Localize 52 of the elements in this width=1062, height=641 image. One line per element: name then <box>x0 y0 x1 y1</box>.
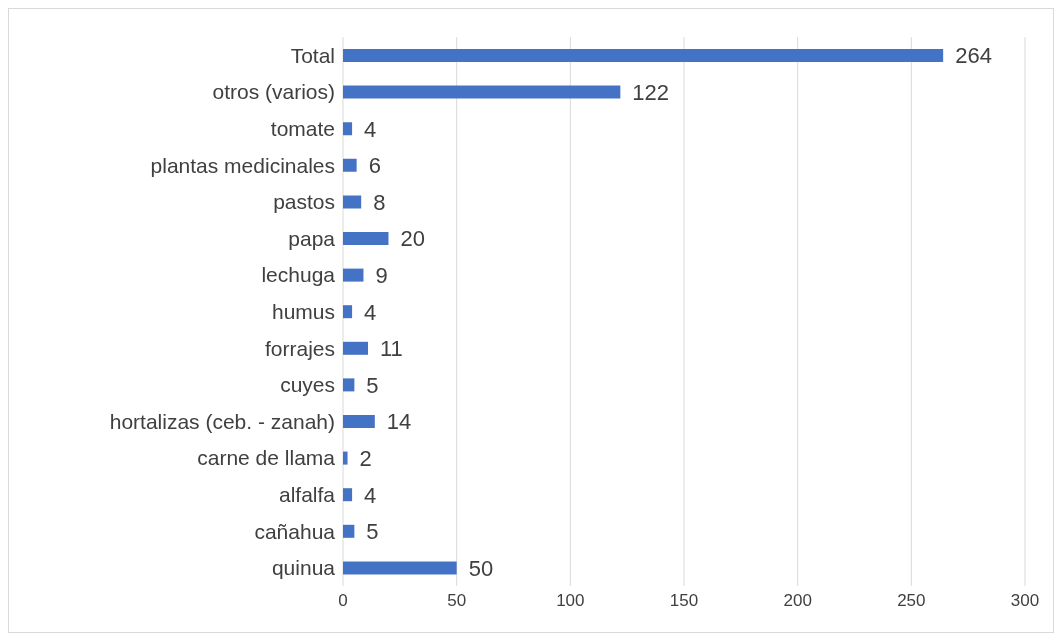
y-tick-label: carne de llama <box>197 446 336 470</box>
bar <box>343 158 357 172</box>
x-tick-label: 0 <box>338 591 348 611</box>
y-tick-label: cañahua <box>254 519 336 543</box>
x-tick-label: 200 <box>783 591 812 611</box>
y-tick-label: cuyes <box>280 373 335 397</box>
y-tick-label: lechuga <box>261 263 336 287</box>
y-tick-label: pastos <box>273 190 335 214</box>
data-label: 14 <box>386 409 412 435</box>
data-label: 4 <box>364 482 377 508</box>
data-label: 5 <box>366 372 379 398</box>
data-label: 6 <box>368 153 381 179</box>
x-tick-label: 150 <box>669 591 699 611</box>
data-label: 5 <box>366 519 379 545</box>
bar <box>343 378 355 392</box>
bar <box>343 85 621 99</box>
y-tick-label: hortalizas (ceb. - zanah) <box>109 409 335 433</box>
y-tick-label: plantas medicinales <box>150 153 335 177</box>
bar <box>343 268 364 282</box>
data-label: 50 <box>468 555 494 581</box>
bar <box>343 49 944 62</box>
y-tick-label: papa <box>288 226 336 250</box>
x-tick-label: 300 <box>1010 591 1040 611</box>
x-tick-label: 100 <box>556 591 585 611</box>
y-tick-label: Total <box>290 43 335 67</box>
data-label: 122 <box>632 79 670 105</box>
bar <box>343 122 353 136</box>
x-tick-label: 50 <box>447 591 467 611</box>
y-tick-label: alfalfa <box>278 482 336 506</box>
bar <box>343 415 375 428</box>
y-tick-label: otros (varios) <box>212 80 335 104</box>
data-label: 4 <box>364 116 377 142</box>
y-tick-label: humus <box>271 299 335 323</box>
y-tick-label: forrajes <box>264 336 335 360</box>
bar <box>343 524 355 538</box>
bar <box>343 451 348 465</box>
data-label: 264 <box>955 43 992 69</box>
data-label: 11 <box>380 336 403 362</box>
data-label: 4 <box>364 299 377 325</box>
bar <box>343 305 353 319</box>
bar <box>343 341 369 355</box>
data-label: 9 <box>375 262 388 288</box>
data-label: 8 <box>373 189 386 215</box>
bar <box>343 561 457 575</box>
bar <box>343 488 353 502</box>
bar <box>343 195 362 209</box>
data-label: 2 <box>359 445 372 471</box>
y-tick-label: quinua <box>271 556 336 580</box>
data-label: 20 <box>400 226 425 252</box>
bar <box>343 232 389 245</box>
x-tick-label: 250 <box>897 591 926 611</box>
y-tick-label: tomate <box>270 116 335 140</box>
